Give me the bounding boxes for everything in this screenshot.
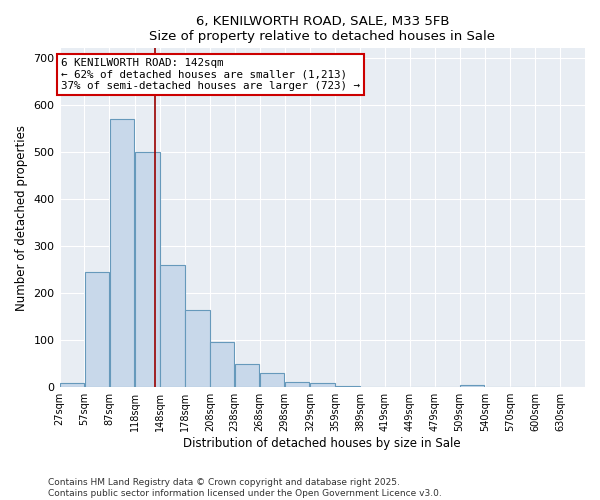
X-axis label: Distribution of detached houses by size in Sale: Distribution of detached houses by size … [184, 437, 461, 450]
Bar [235, 364, 259, 387]
Bar [285, 382, 309, 387]
Bar [185, 310, 209, 387]
Text: 6 KENILWORTH ROAD: 142sqm
← 62% of detached houses are smaller (1,213)
37% of se: 6 KENILWORTH ROAD: 142sqm ← 62% of detac… [61, 58, 360, 91]
Bar [460, 385, 484, 387]
Title: 6, KENILWORTH ROAD, SALE, M33 5FB
Size of property relative to detached houses i: 6, KENILWORTH ROAD, SALE, M33 5FB Size o… [149, 15, 495, 43]
Bar [110, 119, 134, 387]
Text: Contains HM Land Registry data © Crown copyright and database right 2025.
Contai: Contains HM Land Registry data © Crown c… [48, 478, 442, 498]
Bar [210, 342, 235, 387]
Bar [60, 382, 84, 387]
Bar [160, 265, 185, 387]
Bar [135, 152, 160, 387]
Bar [85, 272, 109, 387]
Bar [310, 382, 335, 387]
Y-axis label: Number of detached properties: Number of detached properties [15, 125, 28, 311]
Bar [260, 373, 284, 387]
Bar [335, 386, 360, 387]
